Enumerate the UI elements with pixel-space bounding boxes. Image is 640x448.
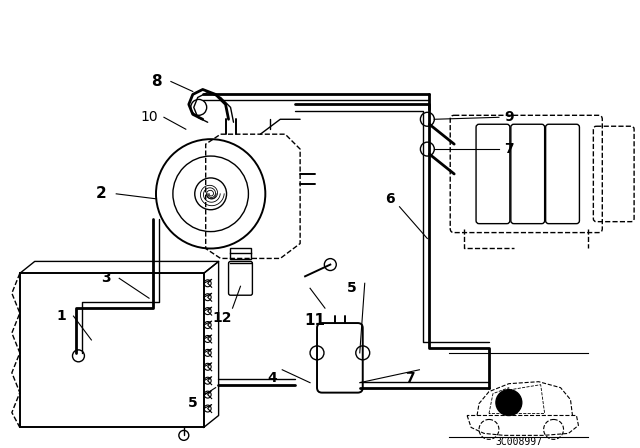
Text: 6: 6: [385, 192, 394, 206]
Text: 8: 8: [150, 74, 161, 89]
Text: 10: 10: [140, 110, 158, 124]
Text: 3C008997: 3C008997: [495, 437, 542, 448]
Text: 7: 7: [404, 370, 414, 385]
Text: 5: 5: [188, 396, 198, 409]
Text: 9: 9: [504, 110, 514, 124]
Bar: [20, 273, 204, 427]
Text: 7: 7: [504, 142, 514, 156]
Text: 4: 4: [268, 370, 277, 385]
Circle shape: [496, 390, 522, 415]
Text: 12: 12: [213, 311, 232, 325]
Text: 3: 3: [102, 271, 111, 285]
Bar: [230, 247, 252, 259]
Text: 5: 5: [347, 281, 356, 295]
Text: 1: 1: [57, 309, 67, 323]
Text: 2: 2: [96, 186, 107, 201]
Text: 11: 11: [305, 313, 326, 327]
